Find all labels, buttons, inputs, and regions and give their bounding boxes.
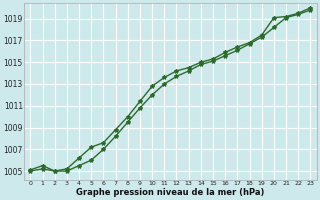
X-axis label: Graphe pression niveau de la mer (hPa): Graphe pression niveau de la mer (hPa) bbox=[76, 188, 265, 197]
